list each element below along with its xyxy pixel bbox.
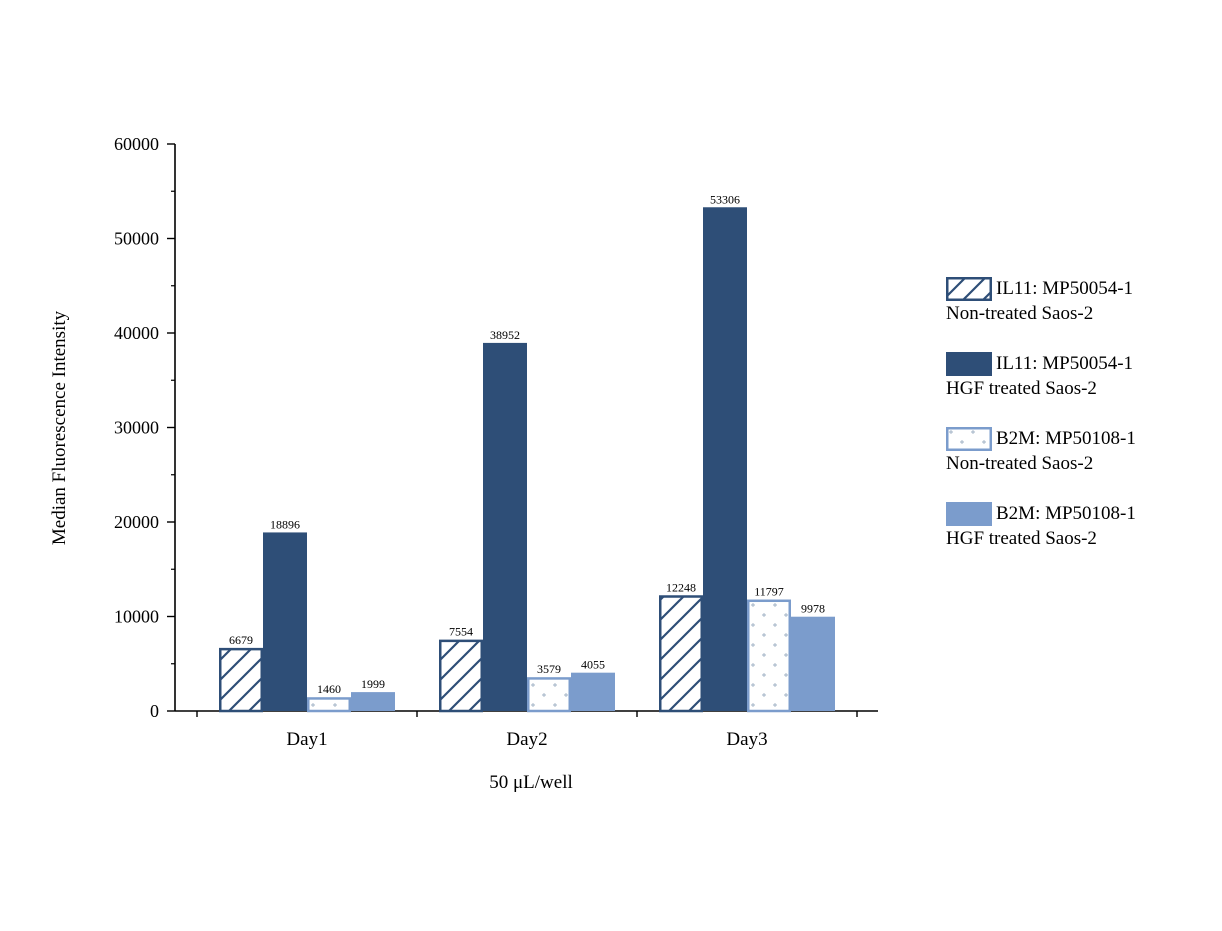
bar bbox=[571, 672, 615, 711]
bar bbox=[263, 532, 307, 711]
bars bbox=[219, 207, 835, 713]
legend-swatch-solid-dark bbox=[946, 352, 992, 376]
data-label: 12248 bbox=[666, 580, 696, 594]
y-tick-label: 20000 bbox=[114, 512, 159, 532]
bar bbox=[219, 647, 263, 713]
data-label: 18896 bbox=[270, 517, 300, 531]
legend-entry: IL11: MP50054-1 HGF treated Saos-2 bbox=[946, 351, 1206, 426]
bar bbox=[747, 599, 791, 713]
legend-entry: B2M: MP50108-1 Non-treated Saos-2 bbox=[946, 426, 1206, 501]
y-tick-label: 10000 bbox=[114, 607, 159, 627]
data-label: 38952 bbox=[490, 328, 520, 342]
bar bbox=[659, 595, 703, 713]
legend-series-name: B2M: MP50108-1 bbox=[996, 503, 1136, 524]
legend-swatch-solid-light bbox=[946, 502, 992, 526]
legend-series-subname: HGF treated Saos-2 bbox=[946, 528, 1097, 549]
bar bbox=[351, 692, 395, 711]
legend-series-subname: HGF treated Saos-2 bbox=[946, 378, 1097, 399]
legend-series-subname: Non-treated Saos-2 bbox=[946, 453, 1094, 474]
legend-series-name: B2M: MP50108-1 bbox=[996, 428, 1136, 449]
bar bbox=[483, 342, 527, 711]
x-tick-label: Day1 bbox=[286, 729, 327, 750]
y-tick-label: 30000 bbox=[114, 418, 159, 438]
legend-entry: B2M: MP50108-1 HGF treated Saos-2 bbox=[946, 501, 1206, 576]
data-label: 4055 bbox=[581, 658, 605, 672]
data-labels: 6679 7554 12248 18896 38952 53306 1460 3579 1179… bbox=[229, 192, 825, 696]
data-label: 53306 bbox=[710, 192, 740, 206]
legend-swatch-dots bbox=[946, 427, 992, 451]
legend-series-name: IL11: MP50054-1 bbox=[996, 353, 1134, 374]
data-label: 3579 bbox=[537, 662, 561, 676]
legend: IL11: MP50054-1 Non-treated Saos-2 IL11:… bbox=[946, 276, 1206, 576]
legend-series-subname: Non-treated Saos-2 bbox=[946, 303, 1094, 324]
data-label: 1460 bbox=[317, 682, 341, 696]
x-tick-label: Day2 bbox=[506, 729, 547, 750]
legend-swatch-hatch bbox=[946, 277, 992, 301]
y-tick-label: 50000 bbox=[114, 229, 159, 249]
axes: 0 10000 20000 30000 40000 50000 60000 Day1 Day2 D… bbox=[114, 134, 878, 750]
bar bbox=[307, 697, 351, 713]
y-tick-label: 40000 bbox=[114, 323, 159, 343]
bar bbox=[527, 677, 571, 713]
bar bbox=[703, 207, 747, 711]
data-label: 7554 bbox=[449, 625, 473, 639]
x-axis-label: 50 μL/well bbox=[489, 772, 573, 793]
bar bbox=[439, 639, 483, 713]
legend-entry: IL11: MP50054-1 Non-treated Saos-2 bbox=[946, 276, 1206, 351]
y-tick-label: 60000 bbox=[114, 134, 159, 154]
legend-series-name: IL11: MP50054-1 bbox=[996, 278, 1134, 299]
data-label: 1999 bbox=[361, 677, 385, 691]
y-axis-label: Median Fluorescence Intensity bbox=[49, 310, 70, 545]
y-tick-label: 0 bbox=[150, 701, 159, 721]
x-tick-label: Day3 bbox=[726, 729, 767, 750]
data-label: 11797 bbox=[754, 585, 784, 599]
data-label: 9978 bbox=[801, 602, 825, 616]
data-label: 6679 bbox=[229, 633, 253, 647]
bar bbox=[791, 616, 835, 711]
